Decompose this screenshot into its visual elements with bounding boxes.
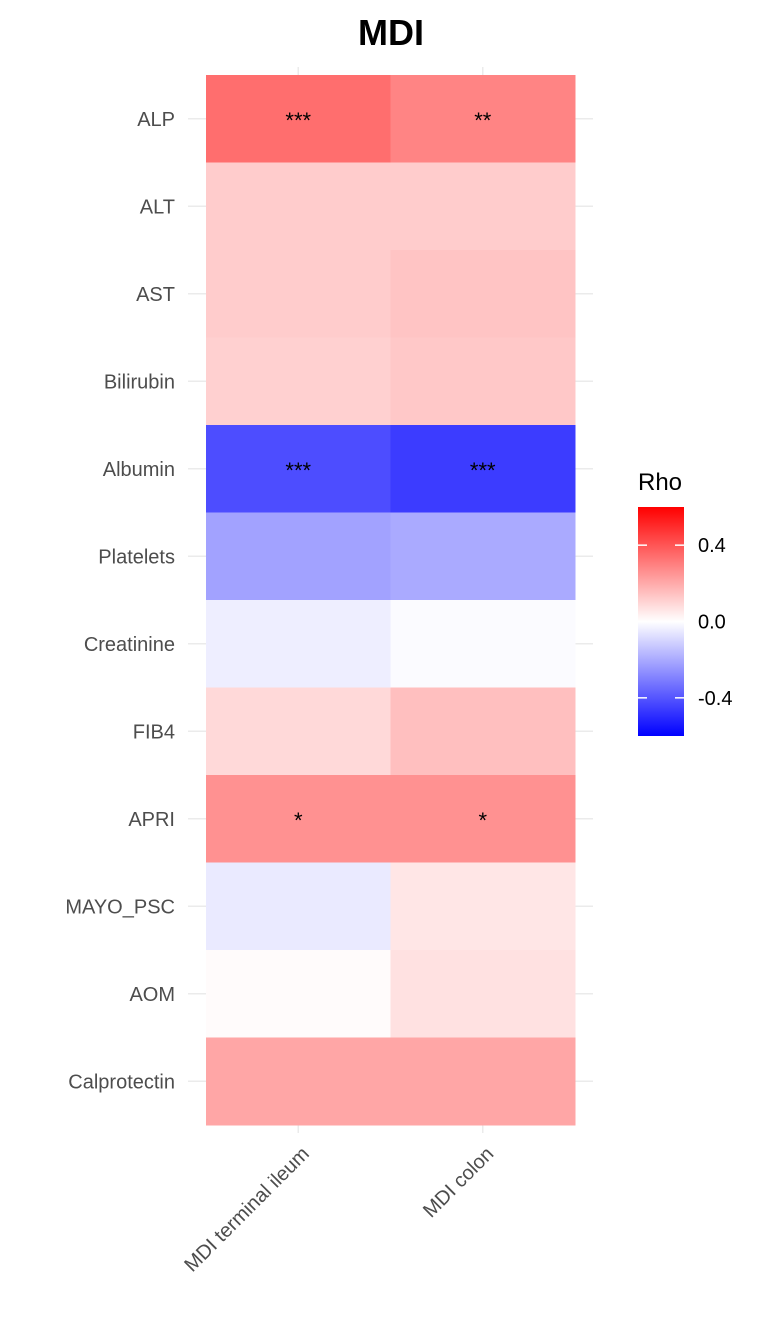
heatmap-cell xyxy=(206,600,391,688)
y-tick-label: ALP xyxy=(137,109,175,131)
chart-title: MDI xyxy=(358,12,424,53)
significance-labels: *** ***** **** * xyxy=(285,108,496,833)
heatmap-cell xyxy=(206,687,391,776)
heatmap-cell xyxy=(206,425,391,513)
y-tick-label: AST xyxy=(136,284,175,306)
y-tick-label: Platelets xyxy=(98,546,175,568)
heatmap-cell xyxy=(206,775,391,863)
x-axis-ticks: MDI terminal ileum MDI colon xyxy=(180,1143,498,1276)
heatmap-cell xyxy=(390,250,576,338)
significance-label: * xyxy=(294,808,303,833)
legend-tick-label: 0.4 xyxy=(698,535,726,557)
heatmap-cell xyxy=(390,600,576,688)
y-tick-label: APRI xyxy=(128,809,175,831)
heatmap-cell xyxy=(206,162,391,251)
color-legend: Rho 0.4 0.0 -0.4 xyxy=(638,469,732,736)
y-tick-label: Albumin xyxy=(103,459,175,481)
legend-ticks: 0.4 0.0 -0.4 xyxy=(638,535,732,710)
heatmap-cell xyxy=(390,75,576,163)
significance-label: ** xyxy=(474,108,492,133)
heatmap-cell xyxy=(390,1037,576,1126)
heatmap-cell xyxy=(206,950,391,1038)
heatmap-cell xyxy=(390,950,576,1038)
x-tick-label: MDI colon xyxy=(419,1143,498,1222)
heatmap-cell xyxy=(206,862,391,951)
heatmap-cell xyxy=(390,512,576,601)
y-tick-label: Calprotectin xyxy=(68,1071,175,1093)
y-tick-label: Creatinine xyxy=(84,634,175,656)
heatmap-cell xyxy=(206,75,391,163)
heatmap-cell xyxy=(206,512,391,601)
legend-tick-label: 0.0 xyxy=(698,612,726,634)
heatmap-cell xyxy=(206,250,391,338)
legend-tick-label: -0.4 xyxy=(698,688,732,710)
y-axis-ticks: ALP ALT AST Bilirubin Albumin Platelets Creati… xyxy=(65,109,175,1094)
legend-title: Rho xyxy=(638,469,682,496)
heatmap-cell xyxy=(390,425,576,513)
y-tick-label: MAYO_PSC xyxy=(65,896,175,918)
heatmap-cells xyxy=(206,75,576,1126)
y-tick-label: FIB4 xyxy=(133,721,175,743)
x-tick-label: MDI terminal ileum xyxy=(180,1143,313,1276)
heatmap-cell xyxy=(206,1037,391,1126)
heatmap-cell xyxy=(390,862,576,951)
heatmap-cell xyxy=(390,162,576,251)
heatmap-cell xyxy=(390,775,576,863)
heatmap-cell xyxy=(390,687,576,776)
heatmap-cell xyxy=(390,337,576,426)
y-tick-label: ALT xyxy=(140,196,175,218)
y-tick-label: AOM xyxy=(129,984,175,1006)
significance-label: * xyxy=(478,808,487,833)
y-tick-label: Bilirubin xyxy=(104,371,175,393)
heatmap-cell xyxy=(206,337,391,426)
significance-label: *** xyxy=(470,458,496,483)
significance-label: *** xyxy=(285,458,311,483)
significance-label: *** xyxy=(285,108,311,133)
